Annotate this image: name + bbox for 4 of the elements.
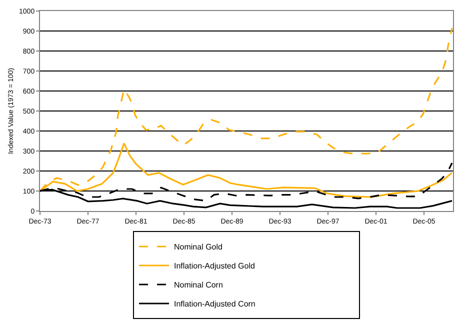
legend-label: Nominal Gold <box>174 242 222 252</box>
legend-label: Inflation-Adjusted Corn <box>174 300 256 309</box>
legend-label: Inflation-Adjusted Gold <box>174 262 255 271</box>
legend-label: Nominal Corn <box>174 280 223 290</box>
